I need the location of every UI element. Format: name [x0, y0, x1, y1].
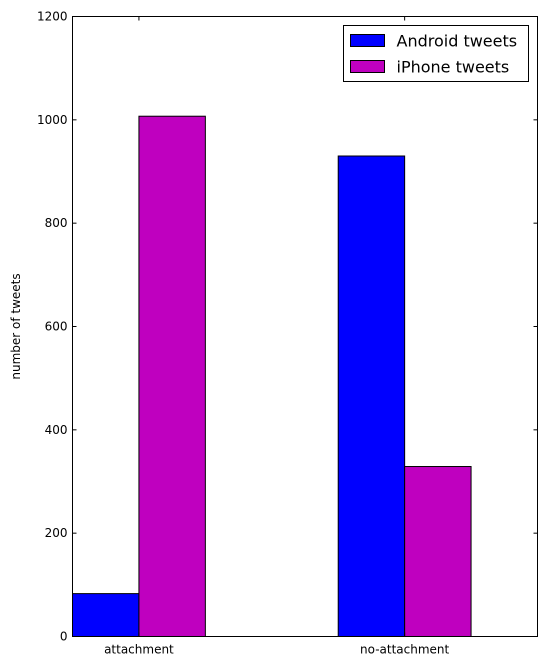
plot-frame	[72, 16, 538, 637]
x-tick-label: attachment	[104, 643, 174, 657]
bar-android-tweets-attachment	[72, 593, 140, 637]
x-axis-ticks: attachment no-attachment	[104, 16, 450, 657]
legend-label: iPhone tweets	[397, 58, 510, 77]
legend: Android tweets iPhone tweets	[343, 25, 529, 82]
legend-swatch	[350, 34, 385, 47]
y-axis-label: number of tweets	[9, 273, 23, 379]
bar-iphone-tweets-attachment	[138, 115, 206, 637]
y-tick-label: 400	[45, 423, 68, 437]
legend-label: Android tweets	[397, 32, 518, 51]
y-tick-label: 1000	[37, 113, 68, 127]
y-tick-label: 0	[60, 630, 68, 644]
bar-iphone-tweets-no-attachment	[404, 466, 472, 637]
bar-android-tweets-no-attachment	[337, 155, 406, 637]
legend-swatch	[350, 60, 385, 73]
y-tick-label: 1200	[37, 10, 68, 24]
y-tick-label: 200	[45, 526, 68, 540]
y-tick-label: 600	[45, 320, 68, 334]
bars-group	[72, 115, 472, 637]
y-axis-ticks: 0 200 400 600 800 1000 1200	[37, 10, 538, 644]
y-tick-label: 800	[45, 216, 68, 230]
x-tick-label: no-attachment	[360, 643, 449, 657]
